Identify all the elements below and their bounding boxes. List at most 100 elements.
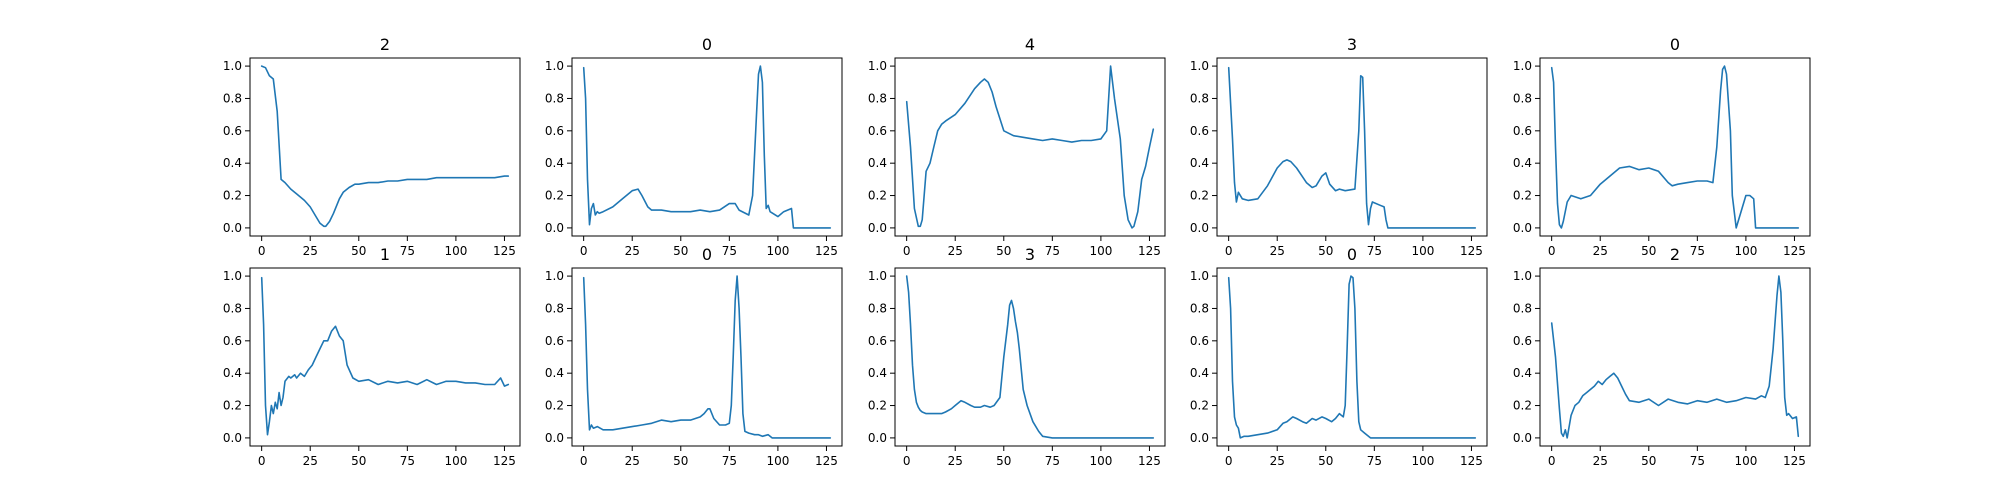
y-tick-label: 1.0: [868, 269, 887, 283]
x-tick-label: 50: [673, 454, 688, 468]
subplot-title: 0: [702, 35, 712, 54]
series-line: [260, 65, 510, 228]
x-tick-label: 25: [1593, 454, 1608, 468]
x-tick-label: 50: [1318, 244, 1333, 258]
axes-frame: [1216, 57, 1488, 237]
x-tick-label: 100: [444, 454, 467, 468]
y-tick-label: 0.6: [868, 124, 887, 138]
axes-frame: [571, 57, 843, 237]
x-tick-label: 25: [625, 454, 640, 468]
y-tick-label: 0.8: [1513, 91, 1532, 105]
subplot-title: 0: [1347, 245, 1357, 264]
x-tick-label: 0: [1225, 244, 1233, 258]
x-tick-label: 125: [1460, 454, 1483, 468]
x-tick-label: 100: [766, 454, 789, 468]
x-tick-label: 0: [258, 244, 266, 258]
subplot-7: 0 0 25 50 75 100 125 0.0 0.2 0.4 0.6 0.8 1.0: [545, 245, 843, 468]
y-tick-label: 1.0: [1513, 269, 1532, 283]
y-tick-label: 0.0: [545, 221, 564, 235]
axes-frame: [1539, 267, 1811, 447]
y-tick-label: 0.4: [1190, 366, 1209, 380]
subplot-8: 3 0 25 50 75 100 125 0.0 0.2 0.4 0.6 0.8 1.0: [868, 245, 1166, 468]
x-tick-label: 50: [1318, 454, 1333, 468]
y-tick-label: 0.0: [1513, 431, 1532, 445]
y-tick-label: 0.4: [868, 156, 887, 170]
y-tick-label: 0.8: [1190, 91, 1209, 105]
axes-frame: [249, 57, 521, 237]
y-tick-label: 0.4: [868, 366, 887, 380]
y-tick-label: 0.2: [1513, 189, 1532, 203]
y-tick-label: 0.2: [1513, 399, 1532, 413]
x-tick-label: 50: [1641, 244, 1656, 258]
x-tick-label: 125: [1783, 244, 1806, 258]
x-tick-label: 0: [580, 454, 588, 468]
subplot-title: 3: [1347, 35, 1357, 54]
series-line: [582, 65, 832, 229]
x-tick-label: 75: [1690, 454, 1705, 468]
subplot-1: 2 0 25 50 75 100 125 0.0 0.2 0.4 0.6 0.8 1.0: [223, 35, 521, 258]
y-tick-label: 0.6: [223, 124, 242, 138]
x-tick-label: 125: [493, 244, 516, 258]
subplot-6: 1 0 25 50 75 100 125 0.0 0.2 0.4 0.6 0.8 1.0: [223, 245, 521, 468]
x-tick-label: 25: [1593, 244, 1608, 258]
y-tick-label: 1.0: [1190, 269, 1209, 283]
x-tick-label: 75: [722, 244, 737, 258]
x-tick-label: 75: [400, 454, 415, 468]
y-tick-label: 0.0: [868, 221, 887, 235]
x-tick-label: 25: [303, 454, 318, 468]
x-tick-label: 100: [1734, 454, 1757, 468]
y-tick-label: 0.0: [223, 431, 242, 445]
y-tick-label: 0.8: [223, 91, 242, 105]
x-tick-label: 75: [1367, 454, 1382, 468]
y-tick-label: 0.6: [1513, 334, 1532, 348]
y-tick-label: 0.4: [1513, 366, 1532, 380]
y-tick-label: 0.2: [868, 189, 887, 203]
x-tick-label: 125: [1460, 244, 1483, 258]
y-tick-label: 0.4: [223, 156, 242, 170]
series-line: [1227, 66, 1477, 229]
x-tick-label: 25: [948, 454, 963, 468]
series-line: [905, 275, 1155, 439]
x-tick-label: 25: [303, 244, 318, 258]
y-tick-label: 0.8: [1190, 301, 1209, 315]
x-tick-label: 75: [1367, 244, 1382, 258]
x-tick-label: 100: [1411, 244, 1434, 258]
x-tick-label: 100: [1411, 454, 1434, 468]
y-tick-label: 0.8: [1513, 301, 1532, 315]
y-tick-label: 0.0: [545, 431, 564, 445]
subplot-5: 0 0 25 50 75 100 125 0.0 0.2 0.4 0.6 0.8 1.0: [1513, 35, 1811, 258]
series-line: [1550, 275, 1800, 439]
x-tick-label: 50: [996, 244, 1011, 258]
x-tick-label: 100: [1089, 454, 1112, 468]
axes-frame: [571, 267, 843, 447]
y-tick-label: 0.4: [545, 366, 564, 380]
y-tick-label: 1.0: [868, 59, 887, 73]
subplot-title: 2: [1670, 245, 1680, 264]
y-tick-label: 0.6: [1513, 124, 1532, 138]
y-tick-label: 0.4: [545, 156, 564, 170]
y-tick-label: 1.0: [223, 269, 242, 283]
x-tick-label: 125: [1783, 454, 1806, 468]
y-tick-label: 0.2: [223, 189, 242, 203]
x-tick-label: 50: [351, 244, 366, 258]
x-tick-label: 50: [673, 244, 688, 258]
y-tick-label: 0.6: [1190, 124, 1209, 138]
y-tick-label: 0.0: [223, 221, 242, 235]
axes-frame: [894, 267, 1166, 447]
x-tick-label: 125: [1138, 244, 1161, 258]
x-tick-label: 125: [815, 244, 838, 258]
x-tick-label: 75: [400, 244, 415, 258]
y-tick-label: 0.6: [545, 334, 564, 348]
series-line: [582, 275, 832, 439]
x-tick-label: 0: [903, 244, 911, 258]
x-tick-label: 75: [722, 454, 737, 468]
y-tick-label: 0.0: [1190, 221, 1209, 235]
series-line: [260, 276, 510, 436]
axes-frame: [249, 267, 521, 447]
x-tick-label: 125: [815, 454, 838, 468]
x-tick-label: 0: [1225, 454, 1233, 468]
axes-frame: [1539, 57, 1811, 237]
y-tick-label: 0.2: [545, 189, 564, 203]
y-tick-label: 0.0: [1513, 221, 1532, 235]
